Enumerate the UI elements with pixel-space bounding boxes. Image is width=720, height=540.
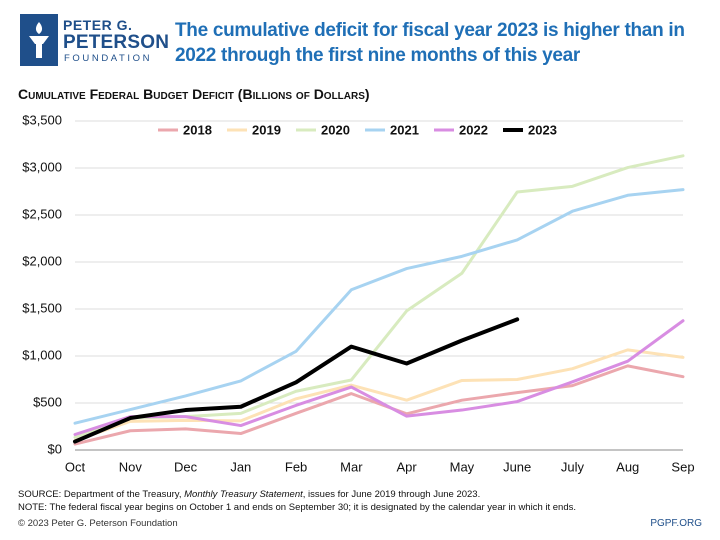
copyright: © 2023 Peter G. Peterson Foundation (18, 518, 178, 529)
logo-text: PETERSON (63, 32, 170, 53)
x-tick-label: Nov (119, 459, 143, 474)
x-tick-label: July (561, 459, 585, 474)
x-tick-label: Mar (340, 459, 363, 474)
legend-text: 2020 (321, 122, 350, 137)
legend-text: 2021 (390, 122, 419, 137)
legend-text: 2023 (528, 122, 557, 137)
legend-text: 2022 (459, 122, 488, 137)
x-tick-label: Feb (285, 459, 307, 474)
series-line (73, 319, 685, 436)
logo-text: FOUNDATION (64, 53, 153, 64)
y-tick-label: $500 (33, 394, 62, 409)
legend-text: 2018 (183, 122, 212, 137)
logo-text: PETER G. (63, 17, 133, 33)
source-text: SOURCE: Department of the Treasury, (18, 489, 182, 500)
series-line (73, 348, 685, 443)
x-tick-label: Jan (230, 459, 251, 474)
series-line (73, 154, 685, 439)
source: SOURCE: Department of the Treasury, Mont… (18, 489, 480, 500)
x-tick-label: Dec (174, 459, 198, 474)
y-tick-label: $3,500 (22, 112, 62, 127)
y-tick-label: $1,500 (22, 300, 62, 315)
x-tick-label: Sep (671, 459, 694, 474)
y-tick-label: $2,000 (22, 253, 62, 268)
x-tick-label: May (450, 459, 475, 474)
source-text: Monthly Treasury Statement (184, 489, 303, 500)
site: PGPF.ORG (650, 518, 702, 529)
chart-subtitle: Cumulative Federal Budget Deficit (Billi… (18, 86, 370, 102)
series-line (73, 317, 520, 444)
note: NOTE: The federal fiscal year begins on … (18, 502, 577, 513)
series-line (73, 188, 685, 425)
y-tick-label: $0 (48, 441, 62, 456)
legend-text: 2019 (252, 122, 281, 137)
y-tick-label: $3,000 (22, 159, 62, 174)
x-tick-label: June (503, 459, 531, 474)
x-tick-label: Oct (65, 459, 86, 474)
x-tick-label: Apr (397, 459, 418, 474)
series-line (73, 364, 685, 446)
y-tick-label: $2,500 (22, 206, 62, 221)
logo-icon (20, 14, 58, 66)
x-tick-label: Aug (616, 459, 639, 474)
chart-title: The cumulative deficit for fiscal year 2… (175, 20, 685, 66)
source-text: , issues for June 2019 through June 2023… (302, 489, 481, 500)
y-tick-label: $1,000 (22, 347, 62, 362)
chart: $0 $500 $1,000 $1,500 $2,000 $2,500 $3,000 $3,5… (22, 112, 694, 474)
